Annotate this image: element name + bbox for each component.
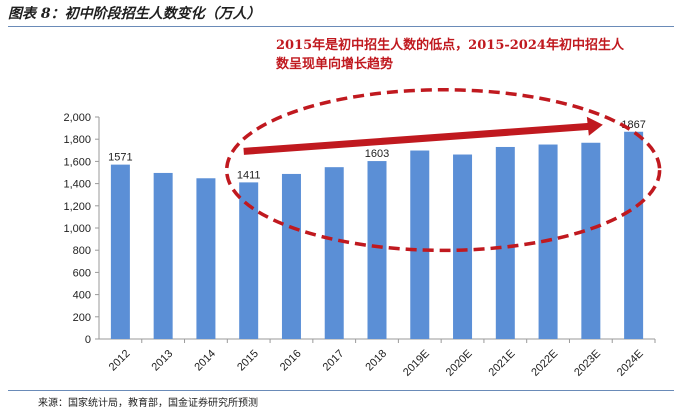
chart-overlay — [224, 88, 662, 253]
y-tick-label: 600 — [73, 267, 91, 279]
x-tick-label-2024E: 2024E — [615, 348, 646, 379]
x-tick-label-2015: 2015 — [235, 348, 261, 374]
bar-2019E — [410, 150, 430, 339]
x-tick-label-2016: 2016 — [278, 348, 304, 374]
bar-2021E — [495, 146, 515, 339]
x-tick-label-2018: 2018 — [363, 348, 389, 374]
x-tick-label-2017: 2017 — [321, 348, 347, 374]
trend-annotation: 2015年是初中招生人数的低点，2015-2024年初中招生人数呈现单向增长趋势 — [276, 38, 624, 72]
chart-bars — [110, 131, 644, 339]
top-rule — [8, 26, 674, 27]
y-tick-label: 1,200 — [63, 201, 91, 213]
bar-2018 — [367, 161, 387, 339]
bar-2013 — [153, 172, 173, 339]
bar-2020E — [453, 154, 473, 339]
y-tick-label: 2,000 — [63, 112, 91, 124]
x-tick-label-2020E: 2020E — [444, 348, 475, 379]
bar-2023E — [581, 142, 601, 339]
y-tick-label: 1,000 — [63, 223, 91, 235]
x-tick-label-2022E: 2022E — [529, 348, 560, 379]
x-tick-label-2013: 2013 — [150, 348, 176, 374]
y-tick-label: 1,600 — [63, 156, 91, 168]
figure-title: 图表 8：初中阶段招生人数变化（万人） — [8, 6, 261, 22]
y-tick-label: 400 — [73, 290, 91, 302]
data-label-2018: 1603 — [365, 148, 389, 160]
y-tick-label: 200 — [73, 312, 91, 324]
y-tick-label: 1,800 — [63, 134, 91, 146]
data-label-2015: 1411 — [237, 169, 261, 181]
source-note: 来源：国家统计局，教育部，国金证券研究所预测 — [38, 398, 258, 409]
bar-2014 — [196, 178, 216, 339]
bar-2016 — [281, 173, 301, 339]
y-tick-label: 0 — [85, 334, 91, 346]
bar-2017 — [324, 167, 344, 339]
x-tick-label-2021E: 2021E — [487, 348, 518, 379]
chart-y-ticks: 0 200 400 600 800 1,000 1,200 1,400 1,600 1,800 2,… — [63, 112, 99, 346]
y-tick-label: 1,400 — [63, 179, 91, 191]
bar-2015 — [239, 182, 259, 339]
x-tick-label-2014: 2014 — [192, 348, 218, 374]
x-tick-label-2019E: 2019E — [401, 348, 432, 379]
y-tick-label: 800 — [73, 245, 91, 257]
x-tick-label-2023E: 2023E — [572, 348, 603, 379]
bottom-rule — [8, 390, 674, 391]
x-tick-label-2012: 2012 — [107, 348, 133, 374]
chart-x-ticks: 2012 2013 2014 2015 2016 2017 2018 2019E 2020E 20… — [107, 339, 656, 379]
bar-2012 — [110, 164, 130, 339]
trend-arrow-shaft — [243, 122, 592, 155]
trend-arrow-head — [586, 116, 603, 136]
data-label-2012: 1571 — [108, 152, 132, 164]
highlight-ellipse — [224, 88, 662, 253]
bar-2024E — [624, 131, 644, 339]
